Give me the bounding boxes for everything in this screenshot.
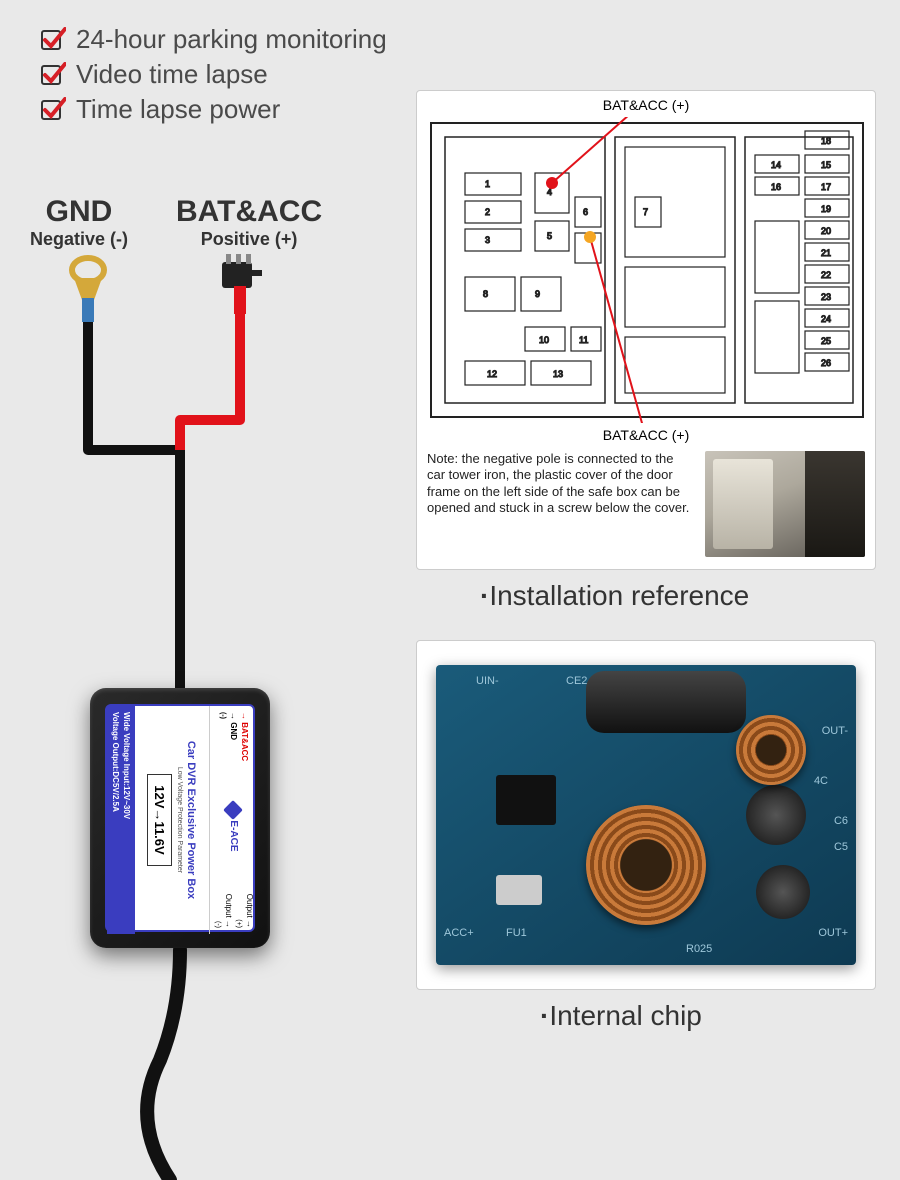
svg-text:6: 6: [583, 207, 588, 217]
chip: [496, 775, 556, 825]
svg-text:15: 15: [821, 160, 831, 170]
svg-text:7: 7: [643, 207, 648, 217]
pcb-label-uin: UIN-: [476, 675, 499, 687]
car-door-photo: [705, 451, 865, 557]
check-icon: [40, 27, 66, 53]
svg-text:2: 2: [485, 207, 490, 217]
svg-text:18: 18: [821, 136, 831, 146]
pb-out-minus-sign: (-): [214, 894, 221, 928]
svg-text:19: 19: [821, 204, 831, 214]
fusebox-bottom-label: BAT&ACC (+): [603, 427, 689, 443]
svg-text:16: 16: [771, 182, 781, 192]
feature-text: Time lapse power: [76, 94, 280, 125]
pb-output: Voltage Output:DC5V/2.5A: [111, 712, 120, 928]
gnd-title: GND: [30, 195, 128, 229]
svg-text:14: 14: [771, 160, 781, 170]
pb-gnd: GND: [229, 722, 238, 740]
gnd-label: GND Negative (-): [30, 195, 128, 250]
fusebox-diagram: 1 2 3 4 5 6 8 9 10 11 12 13 7 14 15 16 1…: [425, 117, 869, 423]
pcb-label-r025: R025: [686, 943, 712, 955]
pb-voltage: 12V→11.6V: [147, 774, 172, 865]
pcb-label-outm: OUT-: [822, 725, 848, 737]
pcb-label-ce2: CE2: [566, 675, 587, 687]
feature-item: Time lapse power: [40, 94, 387, 125]
check-icon: [40, 97, 66, 123]
pcb-label-outp: OUT+: [818, 927, 848, 939]
feature-list: 24-hour parking monitoring Video time la…: [40, 24, 387, 129]
pcb-label-fu1: FU1: [506, 927, 527, 939]
installation-panel: BAT&ACC (+) 1 2 3 4 5 6 8 9 10 11 12 13 …: [416, 90, 876, 570]
pb-subtitle: Low Voltage Protection Parameter: [176, 767, 183, 873]
fusebox-top-label: BAT&ACC (+): [603, 97, 689, 113]
bat-label: BAT&ACC Positive (+): [176, 195, 322, 250]
svg-text:25: 25: [821, 336, 831, 346]
wire-labels: GND Negative (-) BAT&ACC Positive (+): [30, 195, 322, 250]
panel2-caption: ·Internal chip: [540, 1000, 702, 1032]
feature-text: Video time lapse: [76, 59, 268, 90]
internal-chip-panel: UIN- CE2 L2 OUT- ACC+ FU1 R025 OUT+ C6 C…: [416, 640, 876, 990]
pb-gnd-sign: (-): [219, 712, 226, 761]
svg-text:12: 12: [487, 369, 497, 379]
capacitor-large: [586, 671, 746, 733]
svg-text:26: 26: [821, 358, 831, 368]
inductor-coil-main: [586, 805, 706, 925]
check-icon: [40, 62, 66, 88]
capacitor-1: [746, 785, 806, 845]
pb-out-minus: Output: [224, 894, 233, 918]
pcb-board: UIN- CE2 L2 OUT- ACC+ FU1 R025 OUT+ C6 C…: [436, 665, 856, 965]
power-box-label: → BAT&ACC → GND (-) E-ACE Output → (+) O…: [105, 704, 255, 932]
pb-input: Wide Voltage Input:12V~30V: [122, 712, 131, 928]
feature-item: Video time lapse: [40, 59, 387, 90]
brand-logo: E-ACE: [227, 803, 241, 851]
pb-bat: BAT&ACC: [240, 722, 249, 761]
installation-note: Note: the negative pole is connected to …: [427, 451, 695, 557]
bat-subtitle: Positive (+): [176, 229, 322, 250]
svg-text:21: 21: [821, 248, 831, 258]
svg-text:9: 9: [535, 289, 540, 299]
svg-text:8: 8: [483, 289, 488, 299]
pcb-label-acc: ACC+: [444, 927, 474, 939]
fuse-component: [496, 875, 542, 905]
inductor-coil-small: [736, 715, 806, 785]
power-box: → BAT&ACC → GND (-) E-ACE Output → (+) O…: [90, 688, 270, 948]
brand-text: E-ACE: [228, 820, 239, 851]
bat-title: BAT&ACC: [176, 195, 322, 229]
svg-text:3: 3: [485, 235, 490, 245]
gnd-subtitle: Negative (-): [30, 229, 128, 250]
pb-out-plus: Output: [245, 894, 254, 918]
svg-text:20: 20: [821, 226, 831, 236]
svg-text:1: 1: [485, 179, 490, 189]
pcb-label-c5: C5: [834, 841, 848, 853]
feature-text: 24-hour parking monitoring: [76, 24, 387, 55]
feature-item: 24-hour parking monitoring: [40, 24, 387, 55]
panel1-caption: ·Installation reference: [480, 580, 749, 612]
svg-text:23: 23: [821, 292, 831, 302]
pb-out-plus-sign: (+): [235, 894, 242, 928]
pcb-label-c6: C6: [834, 815, 848, 827]
svg-text:10: 10: [539, 335, 549, 345]
svg-text:11: 11: [579, 335, 588, 345]
svg-text:22: 22: [821, 270, 831, 280]
svg-text:17: 17: [821, 182, 831, 192]
capacitor-2: [756, 865, 810, 919]
pcb-label-4c: 4C: [814, 775, 828, 787]
pb-title: Car DVR Exclusive Power Box: [185, 741, 197, 899]
svg-text:13: 13: [553, 369, 563, 379]
svg-text:24: 24: [821, 314, 831, 324]
svg-text:5: 5: [547, 231, 552, 241]
